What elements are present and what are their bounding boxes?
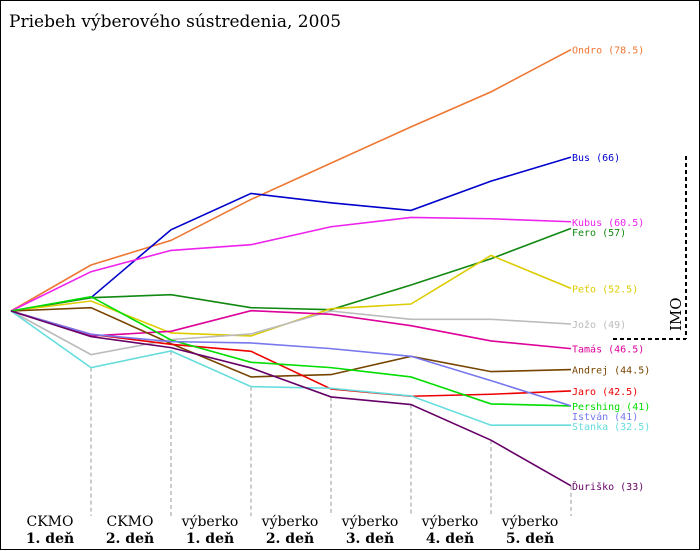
- series-end-label: Stanka (32.5): [572, 422, 650, 433]
- series-lines: [10, 48, 572, 487]
- chart-title: Priebeh výberového sústredenia, 2005: [9, 12, 341, 32]
- category-drop-lines: [90, 350, 572, 516]
- series-line: [10, 310, 571, 427]
- x-tick-label: výberko: [501, 513, 559, 530]
- series-line: [10, 310, 572, 356]
- series-line: [10, 310, 572, 487]
- series-end-label: Andrej (44.5): [572, 366, 650, 377]
- x-tick-label-day: 5. deň: [506, 531, 554, 547]
- series-end-label: Ďuriško (33): [572, 480, 644, 493]
- series-line: [10, 254, 572, 337]
- series-end-label: Jožo (49): [572, 319, 626, 331]
- x-tick-label: výberko: [261, 513, 319, 530]
- series-line: [10, 310, 572, 407]
- series-end-label: Kubus (60.5): [572, 218, 644, 229]
- series-line: [10, 309, 572, 350]
- series-end-label: Tamás (46.5): [572, 344, 644, 356]
- x-tick-label: výberko: [341, 513, 399, 530]
- series-line: [10, 48, 572, 312]
- series-end-label: Ondro (78.5): [572, 46, 644, 57]
- series-end-label: Peťo (52.5): [572, 283, 638, 295]
- imo-cutoff: IMO: [613, 156, 687, 340]
- series-end-label: Fero (57): [572, 228, 626, 239]
- x-tick-label-day: 2. deň: [106, 531, 154, 547]
- x-tick-label-day: 1. deň: [26, 531, 74, 547]
- x-tick-label: výberko: [181, 513, 239, 530]
- x-tick-label-day: 2. deň: [266, 531, 314, 547]
- series-end-label: Bus (66): [572, 153, 620, 164]
- imo-label: IMO: [667, 297, 685, 331]
- series-line: [10, 156, 572, 312]
- x-tick-label-day: 3. deň: [346, 531, 394, 547]
- series-end-label: István (41): [572, 411, 638, 423]
- series-end-labels: Ondro (78.5) Bus (66) Kubus (60.5)Fero (57…: [572, 46, 650, 493]
- x-tick-label-day: 1. deň: [186, 531, 234, 547]
- series-line: [10, 295, 572, 407]
- x-tick-label: CKMO: [107, 514, 154, 530]
- series-line: [10, 216, 572, 312]
- series-end-label: Pershing (41): [572, 402, 650, 413]
- x-tick-label: CKMO: [27, 514, 74, 530]
- series-line: [10, 306, 572, 378]
- x-tick-label: výberko: [421, 513, 479, 530]
- series-end-label: Jaro (42.5): [572, 387, 638, 398]
- x-tick-label-day: 4. deň: [426, 531, 474, 547]
